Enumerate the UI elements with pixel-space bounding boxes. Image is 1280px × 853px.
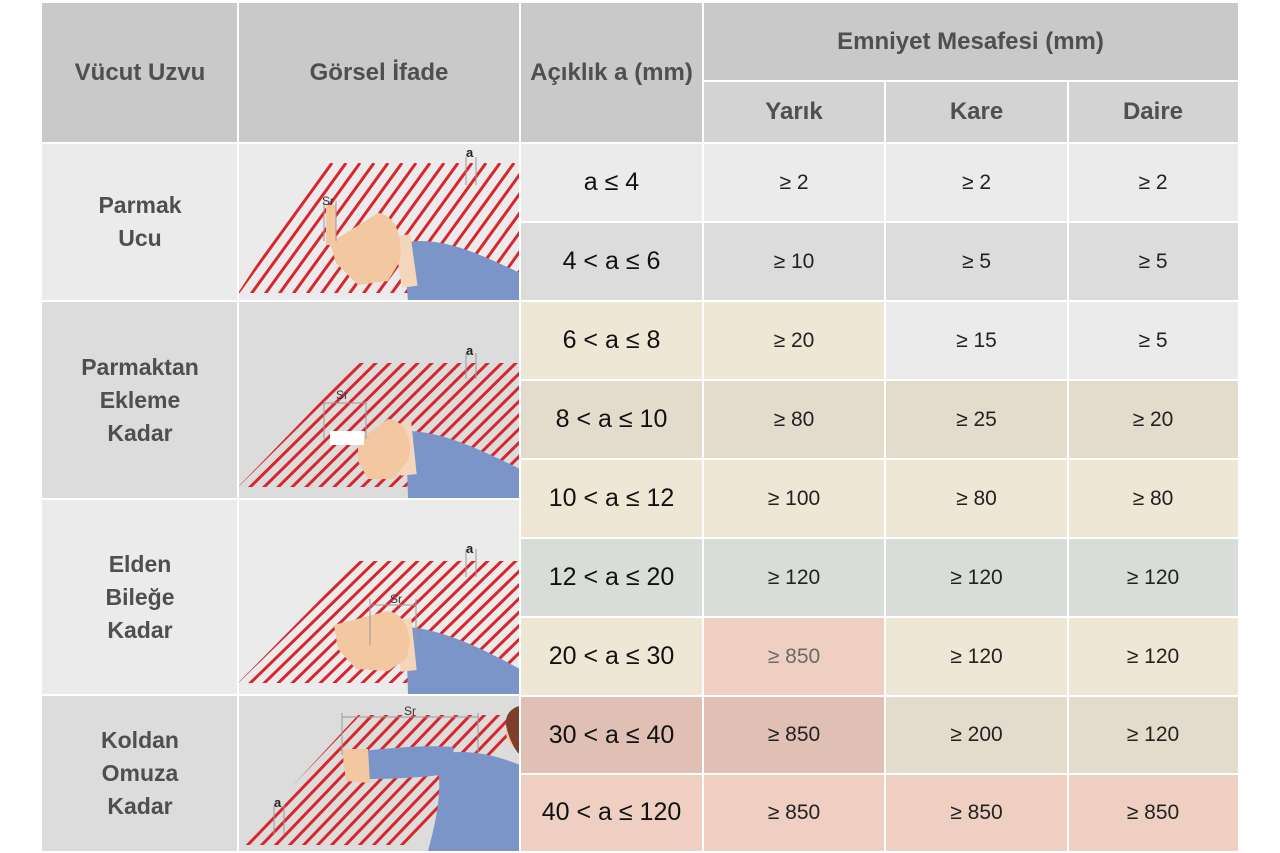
circle-value: ≥ 20	[1068, 380, 1238, 459]
header-circle: Daire	[1068, 81, 1238, 143]
grid-line	[520, 221, 1238, 223]
circle-value: ≥ 120	[1068, 617, 1238, 696]
header-opening: Açıklık a (mm)	[520, 3, 703, 143]
illustration-arm-shoulder: Sr a	[238, 695, 520, 851]
group-3-line-1: Elden	[108, 550, 172, 577]
square-value: ≥ 120	[885, 538, 1068, 617]
slot-value: ≥ 80	[703, 380, 885, 459]
slot-value: ≥ 20	[703, 301, 885, 380]
square-value: ≥ 5	[885, 222, 1068, 301]
grid-line	[884, 81, 886, 851]
body-part-fingertip: Parmak Ucu	[42, 143, 238, 301]
slot-value: ≥ 850	[703, 617, 885, 696]
grid-line	[519, 3, 521, 851]
label-reach-1: Sr	[322, 194, 334, 208]
group-2-line-2: Ekleme	[99, 386, 181, 413]
header-body-part: Vücut Uzvu	[42, 3, 238, 143]
body-part-hand-wrist: Elden Bileğe Kadar	[42, 499, 238, 695]
header-slot: Yarık	[703, 81, 885, 143]
square-value: ≥ 850	[885, 774, 1068, 851]
circle-value: ≥ 5	[1068, 301, 1238, 380]
grid-line	[703, 80, 1238, 82]
group-3-line-3: Kadar	[107, 616, 173, 643]
grid-line	[42, 694, 520, 696]
square-value: ≥ 80	[885, 459, 1068, 538]
grid-line	[42, 498, 520, 500]
range-cell: a ≤ 4	[520, 143, 703, 222]
grid-line	[237, 3, 239, 851]
circle-value: ≥ 80	[1068, 459, 1238, 538]
group-2-line-1: Parmaktan	[81, 353, 199, 380]
safety-distance-table: Vücut Uzvu Görsel İfade Açıklık a (mm) E…	[42, 3, 1238, 851]
grid-line	[42, 300, 1238, 302]
grid-line	[42, 142, 1238, 144]
circle-value: ≥ 850	[1068, 774, 1238, 851]
header-square: Kare	[885, 81, 1068, 143]
range-cell: 8 < a ≤ 10	[520, 380, 703, 459]
grid-line	[520, 616, 1238, 618]
range-cell: 6 < a ≤ 8	[520, 301, 703, 380]
illustration-hand-wrist: Sr a	[238, 499, 520, 695]
header-safety-distance: Emniyet Mesafesi (mm)	[703, 3, 1238, 81]
circle-value: ≥ 2	[1068, 143, 1238, 222]
body-part-finger-joint: Parmaktan Ekleme Kadar	[42, 301, 238, 499]
grid-line	[702, 3, 704, 851]
range-cell: 30 < a ≤ 40	[520, 696, 703, 774]
group-4-line-2: Omuza	[101, 759, 179, 786]
range-cell: 4 < a ≤ 6	[520, 222, 703, 301]
label-opening-4: a	[274, 795, 282, 810]
label-reach-3: Sr	[390, 592, 402, 606]
label-reach-4: Sr	[404, 704, 416, 718]
label-opening-2: a	[466, 343, 474, 358]
slot-value: ≥ 100	[703, 459, 885, 538]
group-1-line-2: Ucu	[118, 225, 162, 251]
group-1-line-1: Parmak	[98, 192, 182, 218]
square-value: ≥ 120	[885, 617, 1068, 696]
circle-value: ≥ 120	[1068, 538, 1238, 617]
grid-line	[520, 773, 1238, 775]
group-4-line-3: Kadar	[107, 792, 173, 819]
grid-line	[1067, 81, 1069, 851]
label-opening-3: a	[466, 541, 474, 556]
header-visual: Görsel İfade	[238, 3, 520, 143]
range-cell: 12 < a ≤ 20	[520, 538, 703, 617]
group-4-line-1: Koldan	[101, 726, 179, 753]
illustration-finger-joint: Sr a	[238, 301, 520, 499]
square-value: ≥ 200	[885, 696, 1068, 774]
circle-value: ≥ 5	[1068, 222, 1238, 301]
square-value: ≥ 2	[885, 143, 1068, 222]
slot-value: ≥ 120	[703, 538, 885, 617]
label-opening-1: a	[466, 145, 474, 160]
group-2-line-3: Kadar	[107, 419, 173, 446]
grid-line	[520, 379, 1238, 381]
grid-line	[520, 458, 1238, 460]
range-cell: 20 < a ≤ 30	[520, 617, 703, 696]
slot-value: ≥ 850	[703, 774, 885, 851]
slot-value: ≥ 2	[703, 143, 885, 222]
range-cell: 40 < a ≤ 120	[520, 774, 703, 851]
group-3-line-2: Bileğe	[105, 583, 175, 610]
grid-line	[520, 695, 1238, 697]
slot-value: ≥ 10	[703, 222, 885, 301]
grid-line	[520, 537, 1238, 539]
square-value: ≥ 15	[885, 301, 1068, 380]
illustration-fingertip: Sr a	[238, 143, 520, 301]
body-part-arm-shoulder: Koldan Omuza Kadar	[42, 695, 238, 851]
circle-value: ≥ 120	[1068, 696, 1238, 774]
range-cell: 10 < a ≤ 12	[520, 459, 703, 538]
slot-value: ≥ 850	[703, 696, 885, 774]
square-value: ≥ 25	[885, 380, 1068, 459]
label-reach-2: Sr	[336, 388, 348, 402]
